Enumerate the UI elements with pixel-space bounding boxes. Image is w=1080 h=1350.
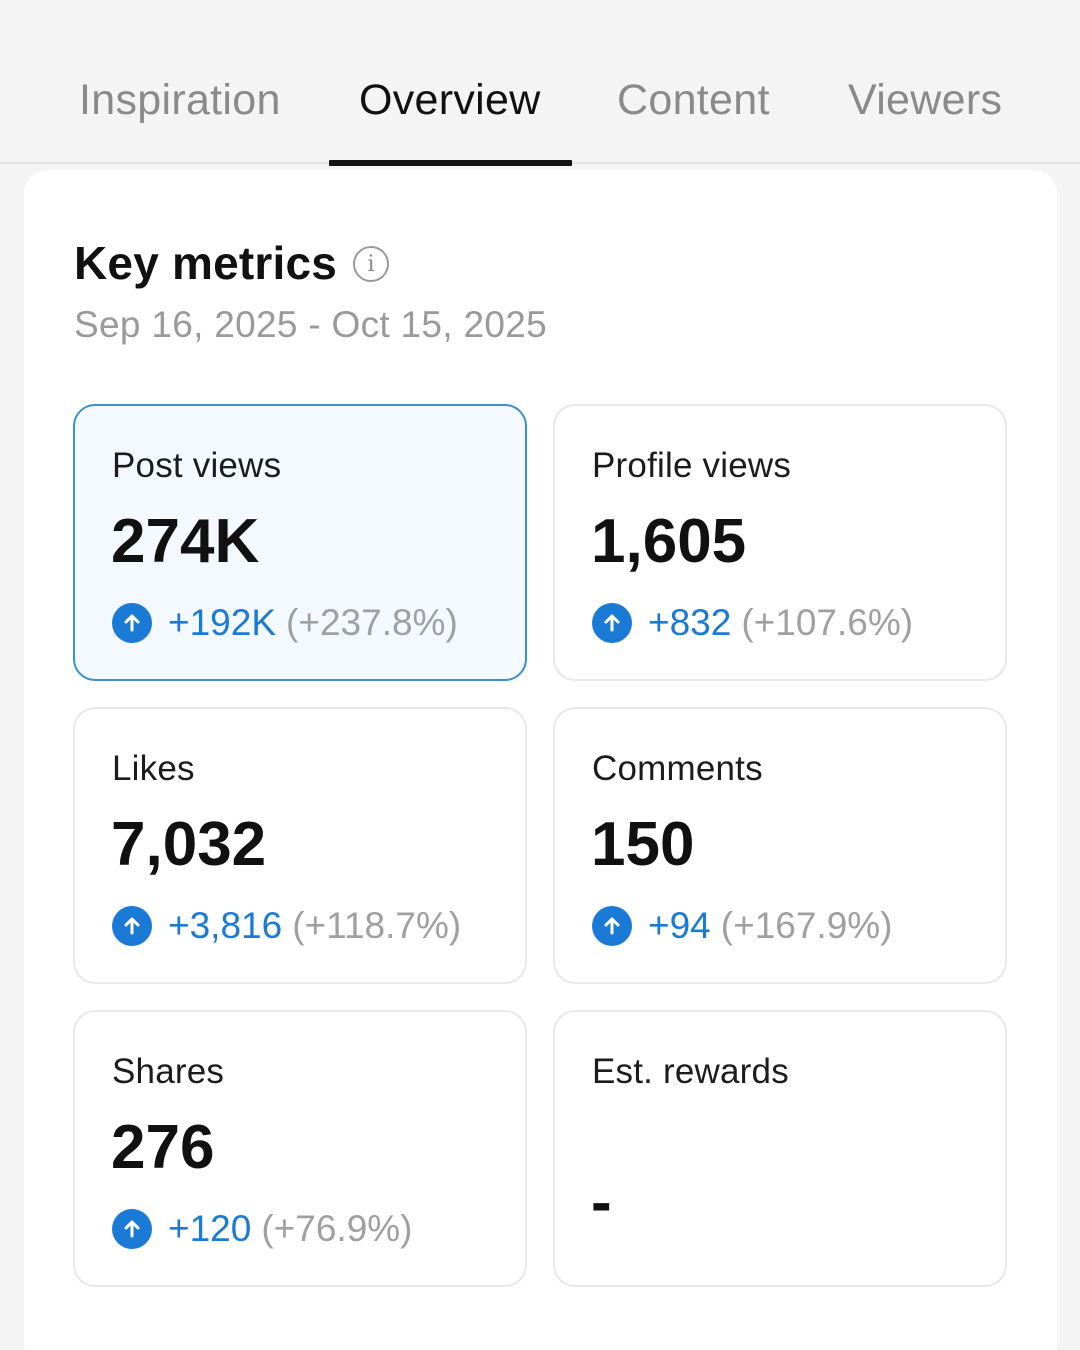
delta-percent: (+118.7%) [292, 905, 462, 946]
metric-card-post-views[interactable]: Post views 274K +192K (+237.8%) [73, 404, 527, 681]
tab-inspiration[interactable]: Inspiration [79, 76, 281, 164]
metric-delta: +832 (+107.6%) [592, 602, 913, 644]
tab-label: Viewers [848, 76, 1003, 124]
metric-card-est-rewards[interactable]: Est. rewards - [553, 1010, 1007, 1287]
metric-value: 276 [111, 1113, 215, 1182]
page-title: Key metrics [74, 237, 338, 289]
tab-viewers[interactable]: Viewers [848, 76, 1002, 164]
delta-percent: (+107.6%) [741, 602, 914, 643]
delta-absolute: +832 [648, 602, 732, 643]
active-tab-indicator [329, 160, 572, 166]
tab-overview[interactable]: Overview [329, 76, 572, 166]
metric-value: 7,032 [111, 810, 267, 879]
metric-label: Shares [112, 1052, 225, 1091]
metric-delta: +3,816 (+118.7%) [112, 905, 461, 947]
metric-label: Likes [112, 749, 195, 788]
metric-value: 150 [591, 810, 695, 879]
arrow-up-icon [592, 603, 632, 643]
arrow-up-icon [592, 906, 632, 946]
metric-delta: +94 (+167.9%) [592, 905, 893, 947]
tab-bar: Inspiration Overview Content Viewers [0, 0, 1080, 166]
key-metrics-header: Key metrics i [74, 236, 390, 290]
delta-percent: (+167.9%) [720, 905, 893, 946]
info-icon[interactable]: i [353, 246, 390, 282]
tab-label: Inspiration [79, 76, 281, 124]
tab-content[interactable]: Content [617, 76, 770, 164]
delta-absolute: +94 [648, 905, 711, 946]
delta-absolute: +3,816 [168, 905, 283, 946]
metric-label: Est. rewards [592, 1052, 789, 1091]
metric-label: Post views [112, 446, 282, 485]
metric-delta: +120 (+76.9%) [112, 1208, 413, 1250]
metric-card-likes[interactable]: Likes 7,032 +3,816 (+118.7%) [73, 707, 527, 984]
arrow-up-icon [112, 906, 152, 946]
arrow-up-icon [112, 603, 152, 643]
metric-label: Profile views [592, 446, 792, 485]
delta-absolute: +120 [168, 1208, 252, 1249]
tab-label: Content [617, 76, 770, 124]
metric-label: Comments [592, 749, 763, 788]
arrow-up-icon [112, 1209, 152, 1249]
delta-absolute: +192K [168, 602, 277, 643]
metric-card-profile-views[interactable]: Profile views 1,605 +832 (+107.6%) [553, 404, 1007, 681]
metric-delta: +192K (+237.8%) [112, 602, 458, 644]
metric-card-comments[interactable]: Comments 150 +94 (+167.9%) [553, 707, 1007, 984]
date-range: Sep 16, 2025 - Oct 15, 2025 [74, 304, 547, 345]
metric-value: - [591, 1168, 612, 1237]
metric-card-shares[interactable]: Shares 276 +120 (+76.9%) [73, 1010, 527, 1287]
delta-percent: (+237.8%) [286, 602, 458, 643]
delta-percent: (+76.9%) [261, 1208, 413, 1249]
tab-label: Overview [359, 76, 541, 124]
metric-value: 274K [111, 507, 260, 576]
metric-value: 1,605 [591, 507, 747, 576]
